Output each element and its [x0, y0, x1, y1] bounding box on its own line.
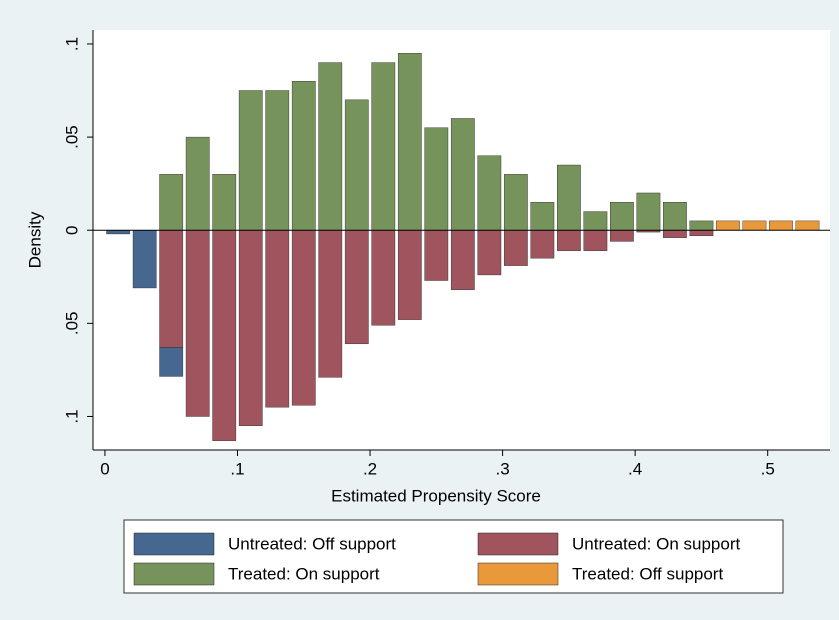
bar [557, 164, 581, 231]
bar [557, 230, 581, 251]
legend-swatch [133, 562, 215, 586]
legend-label: Treated: On support [228, 564, 380, 583]
x-tick-label: .3 [495, 459, 509, 478]
bar [795, 220, 820, 231]
bar [663, 230, 687, 238]
bar [265, 90, 290, 231]
bar [450, 230, 475, 291]
bar [716, 220, 740, 231]
bar [344, 230, 369, 345]
bar [212, 174, 237, 231]
bar [477, 230, 502, 276]
y-axis-label: Density [25, 211, 44, 268]
bar [344, 99, 369, 231]
y-tick-label: .1 [62, 409, 81, 423]
legend-label: Untreated: On support [572, 534, 740, 553]
bar [530, 230, 555, 259]
x-tick-label: .4 [628, 459, 642, 478]
bar [530, 202, 555, 231]
bar [159, 230, 184, 348]
x-tick-label: .1 [230, 459, 244, 478]
bar [689, 220, 714, 231]
bar [610, 230, 634, 242]
bar [159, 347, 184, 377]
bar [397, 53, 422, 231]
bar [291, 81, 316, 231]
bar [769, 220, 793, 231]
bar [265, 230, 290, 408]
bar [583, 230, 608, 251]
y-tick-label: .1 [62, 37, 81, 51]
y-tick-label: .05 [62, 312, 81, 336]
y-tick-label: .05 [62, 125, 81, 149]
bar [212, 230, 237, 441]
bar [610, 202, 634, 231]
bar [238, 230, 263, 426]
bar [238, 90, 263, 231]
bar [185, 136, 210, 231]
bar [689, 230, 714, 237]
bar [636, 192, 661, 231]
bar [318, 62, 343, 231]
bar [424, 127, 449, 231]
bar [132, 230, 157, 289]
legend-label: Treated: Off support [572, 564, 723, 583]
legend-box [123, 519, 784, 594]
bar [503, 230, 528, 266]
y-tick-label: 0 [62, 225, 81, 234]
bar [159, 174, 184, 231]
bar [318, 230, 343, 378]
bar [742, 220, 767, 231]
bar [185, 230, 210, 417]
legend-swatch [133, 532, 215, 556]
bar [477, 155, 502, 231]
x-axis-label: Estimated Propensity Score [331, 486, 541, 505]
legend-swatch [477, 562, 559, 586]
legend-swatch [477, 532, 559, 556]
bar [397, 230, 422, 320]
bar [371, 230, 396, 326]
legend-label: Untreated: Off support [228, 534, 396, 553]
bar [503, 174, 528, 231]
bar [424, 230, 449, 281]
x-tick-label: .5 [761, 459, 775, 478]
bar [291, 230, 316, 406]
bar [106, 230, 131, 235]
bar [663, 202, 687, 231]
x-tick-label: .2 [363, 459, 377, 478]
bar [583, 211, 608, 231]
bar [450, 118, 475, 231]
x-tick-label: 0 [100, 459, 109, 478]
bar [371, 62, 396, 231]
